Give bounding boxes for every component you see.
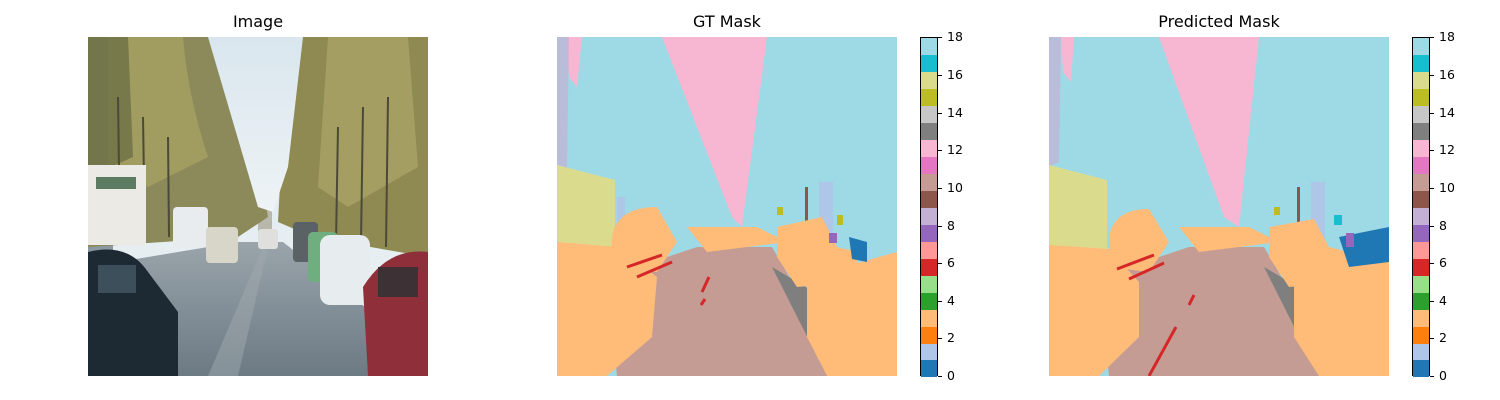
pred-colorbar-tick: 16 xyxy=(1439,67,1455,82)
gt-colorbar-tick: 18 xyxy=(947,29,963,44)
pred-colorbar-tick: 4 xyxy=(1439,293,1447,308)
gt-mask-title: GT Mask xyxy=(693,12,761,31)
street-photo xyxy=(88,37,428,376)
gt-mask xyxy=(557,37,897,376)
gt-colorbar-tick: 6 xyxy=(947,255,955,270)
pred-colorbar-tick: 6 xyxy=(1439,255,1447,270)
gt-colorbar-tick: 2 xyxy=(947,330,955,345)
gt-colorbar: 0 2 4 6 8 10 12 14 16 18 xyxy=(920,0,980,400)
gt-colorbar-tick: 10 xyxy=(947,180,963,195)
pred-colorbar-tick: 18 xyxy=(1439,29,1455,44)
gt-colorbar-tick: 16 xyxy=(947,67,963,82)
pred-colorbar-strip xyxy=(1412,37,1430,377)
pred-colorbar: 0 2 4 6 8 10 12 14 16 18 xyxy=(1412,0,1472,400)
gt-colorbar-strip xyxy=(920,37,938,377)
pred-colorbar-tick: 8 xyxy=(1439,218,1447,233)
pred-colorbar-tick: 10 xyxy=(1439,180,1455,195)
gt-colorbar-tick: 0 xyxy=(947,368,955,383)
pred-colorbar-tick: 14 xyxy=(1439,105,1455,120)
pred-colorbar-tick: 0 xyxy=(1439,368,1447,383)
pred-colorbar-tick: 12 xyxy=(1439,142,1455,157)
predicted-mask xyxy=(1049,37,1389,376)
gt-colorbar-tick: 4 xyxy=(947,293,955,308)
gt-colorbar-tick: 12 xyxy=(947,142,963,157)
image-title: Image xyxy=(232,12,284,31)
gt-colorbar-tick: 8 xyxy=(947,218,955,233)
pred-colorbar-tick: 2 xyxy=(1439,330,1447,345)
gt-colorbar-tick: 14 xyxy=(947,105,963,120)
predicted-mask-title: Predicted Mask xyxy=(1158,12,1280,31)
